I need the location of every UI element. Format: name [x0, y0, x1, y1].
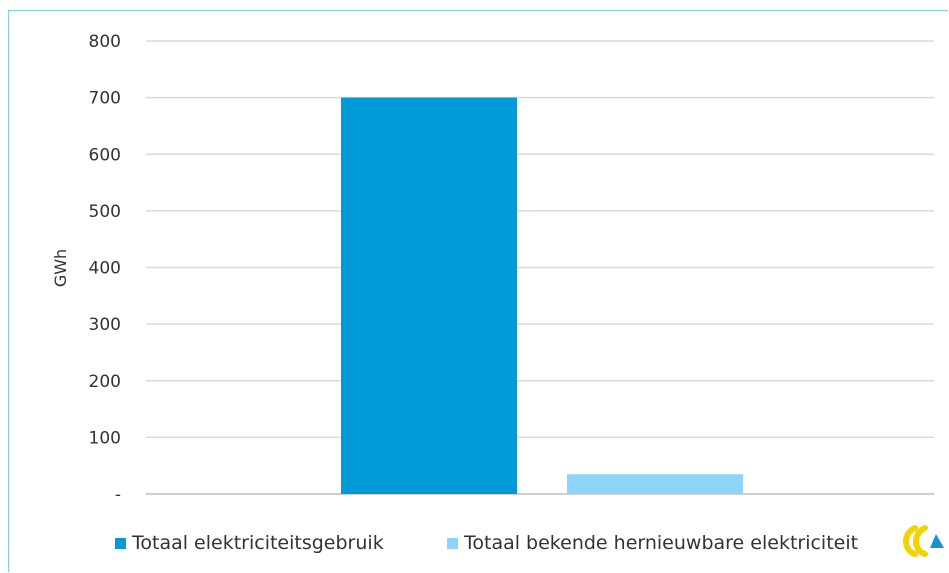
legend-swatch-series1	[115, 538, 126, 549]
chart-frame	[8, 10, 948, 572]
y-tick-label: 500	[89, 202, 121, 222]
y-tick-label: 800	[89, 32, 121, 52]
bar-1	[341, 97, 517, 494]
y-tick-labels: - 100 200 300 400 500 600 700 800	[89, 32, 121, 505]
y-tick-label: 300	[89, 315, 121, 335]
company-logo	[903, 525, 944, 557]
bar-2	[567, 474, 743, 494]
y-tick-label: 600	[89, 145, 121, 165]
legend-label-series2: Totaal bekende hernieuwbare elektricitei…	[463, 532, 858, 554]
y-axis-label: GWh	[51, 249, 70, 287]
legend-swatch-series2	[447, 538, 458, 549]
y-tick-label: -	[115, 485, 121, 505]
bars	[341, 97, 743, 494]
y-tick-label: 200	[89, 372, 121, 392]
y-tick-label: 100	[89, 428, 121, 448]
gridlines	[146, 40, 934, 439]
y-tick-label: 400	[89, 259, 121, 279]
legend-label-series1: Totaal elektriciteitsgebruik	[131, 532, 384, 554]
y-tick-label: 700	[89, 89, 121, 109]
